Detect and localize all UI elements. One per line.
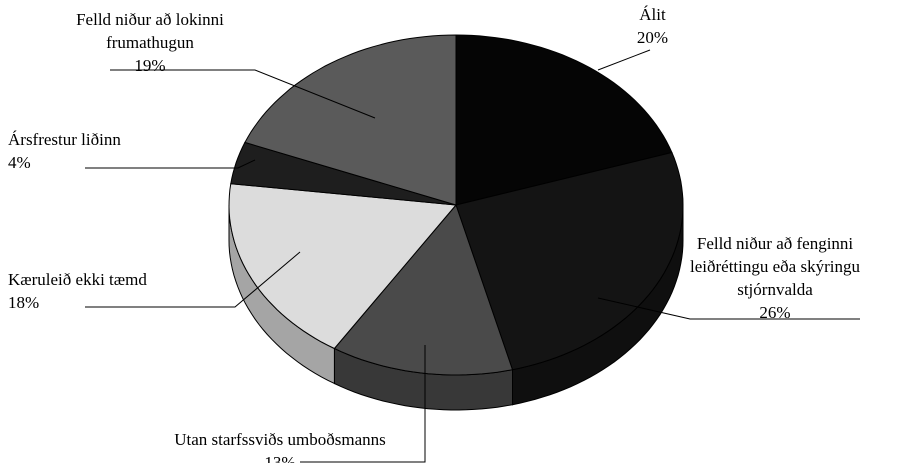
slice bbox=[244, 34, 457, 206]
slice-label: Utan starfssviðs umboðsmanns 13% bbox=[135, 428, 425, 463]
slice bbox=[230, 141, 457, 206]
slice-label: Felld niður að lokinni frumathugun 19% bbox=[55, 8, 245, 77]
slice-label: Álit 20% bbox=[585, 3, 720, 49]
slice-label: Kæruleið ekki tæmd 18% bbox=[8, 268, 208, 314]
slice bbox=[455, 151, 684, 371]
slice bbox=[455, 34, 673, 206]
value-label: 13% bbox=[264, 453, 296, 463]
category-label: Felld niður að lokinni frumathugun bbox=[76, 10, 224, 52]
category-label: Kæruleið ekki tæmd bbox=[8, 270, 147, 289]
slice-label: Ársfrestur liðinn 4% bbox=[8, 128, 208, 174]
leader-line bbox=[85, 251, 301, 308]
leader-line bbox=[597, 49, 651, 71]
category-label: Ársfrestur liðinn bbox=[8, 130, 121, 149]
leader-line bbox=[85, 159, 256, 169]
category-label: Felld niður að fenginni leiðréttingu eða… bbox=[690, 234, 860, 299]
slice bbox=[228, 183, 458, 350]
leader-line bbox=[110, 69, 376, 119]
slice-label: Felld niður að fenginni leiðréttingu eða… bbox=[680, 232, 870, 324]
value-label: 26% bbox=[759, 303, 791, 322]
leader-line bbox=[597, 297, 860, 320]
category-label: Álit bbox=[639, 5, 666, 24]
value-label: 20% bbox=[636, 28, 669, 47]
value-label: 19% bbox=[134, 56, 166, 75]
value-label: 18% bbox=[8, 293, 40, 312]
value-label: 4% bbox=[8, 153, 31, 172]
category-label: Utan starfssviðs umboðsmanns bbox=[174, 430, 386, 449]
slice bbox=[333, 204, 514, 376]
leader-line bbox=[300, 345, 426, 463]
